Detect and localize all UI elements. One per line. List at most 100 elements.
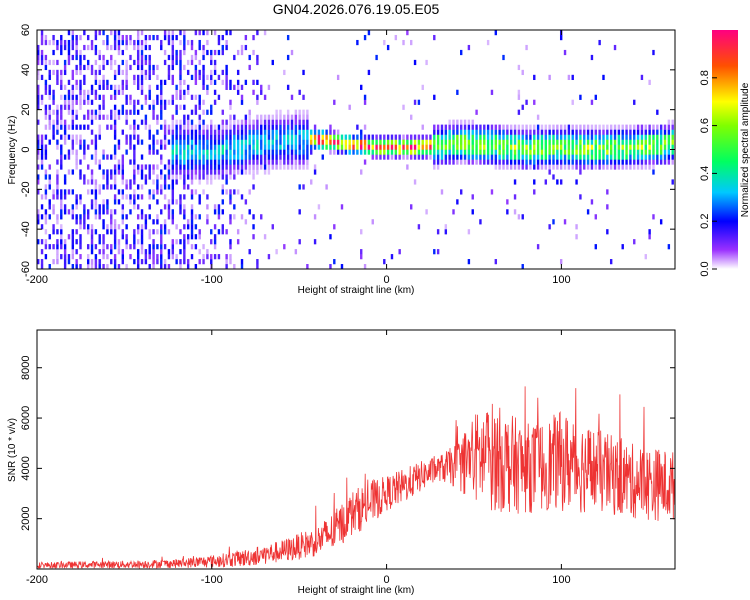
spectrogram-cell <box>536 159 540 165</box>
spectrogram-cell <box>52 59 55 66</box>
spectrogram-cell <box>52 229 55 235</box>
spectrogram-cell <box>83 204 86 210</box>
spectrogram-cell <box>140 194 144 200</box>
spectrogram-cell <box>113 44 117 51</box>
snr-frame <box>36 329 676 570</box>
spectrogram-cell <box>75 44 78 51</box>
spectrogram-cell <box>256 139 259 145</box>
spectrogram-cell <box>233 154 236 160</box>
spectrogram-cell <box>121 109 125 115</box>
spectrogram-cell <box>86 144 90 150</box>
spectrogram-cell <box>144 224 148 230</box>
spectrogram-cell <box>71 209 75 215</box>
spectrogram-cell <box>540 124 544 130</box>
spectrogram-cell <box>563 219 567 225</box>
spectrogram-cell <box>213 99 217 105</box>
spectrogram-cell <box>190 169 194 175</box>
spectrogram-cell <box>144 259 148 265</box>
spectrogram-cell <box>67 79 71 85</box>
spectrogram-cell <box>160 169 163 175</box>
spectrogram-cell <box>667 119 671 125</box>
spectrogram-cell <box>67 104 71 110</box>
spectrogram-cell <box>586 154 590 160</box>
spectrogram-cell <box>40 54 44 61</box>
spectrogram-cell <box>90 109 94 115</box>
spectrogram-cell <box>625 164 628 170</box>
spectrogram-cell <box>594 129 597 135</box>
spectrogram-cell <box>44 124 48 130</box>
spectrogram-cell <box>456 144 459 150</box>
spectrogram-cell <box>656 144 659 150</box>
spectrogram-cell <box>640 124 644 130</box>
spectrogram-cell <box>398 249 401 255</box>
spectrogram-cell <box>129 244 132 250</box>
spectrogram-cell <box>183 169 186 175</box>
spectrogram-cell <box>113 154 117 160</box>
spectrogram-cell <box>113 109 117 115</box>
spectrogram-cell <box>260 89 263 95</box>
spectrogram-cell <box>37 134 40 140</box>
spectrogram-cell <box>252 139 255 145</box>
spectrogram-cell <box>179 134 182 140</box>
spectrogram-cell <box>417 139 421 145</box>
spectrogram-cell <box>163 219 167 225</box>
spectrogram-cell <box>290 49 294 56</box>
spectrogram-cell <box>363 149 367 155</box>
y-tick-label: 0 <box>20 146 32 152</box>
spectrogram-cell <box>406 164 409 170</box>
spectrogram-cell <box>148 164 151 170</box>
spectrogram-cell <box>279 129 282 135</box>
spectrogram-cell <box>48 119 51 125</box>
spectrogram-cell <box>579 154 582 160</box>
spectrogram-cell <box>271 159 274 165</box>
spectrogram-cell <box>133 244 136 250</box>
spectrogram-cell <box>329 149 332 155</box>
spectrogram-cell <box>644 144 647 150</box>
spectrogram-cell <box>544 154 548 160</box>
spectrogram-cell <box>121 214 125 220</box>
spectrogram-cell <box>533 129 536 135</box>
spectrogram-cell <box>548 154 551 160</box>
spectrogram-cell <box>71 254 75 260</box>
spectrogram-cell <box>160 84 163 90</box>
spectrogram-cell <box>398 139 401 145</box>
spectrogram-cell <box>75 114 78 120</box>
spectrogram-cell <box>133 79 136 85</box>
spectrogram-cell <box>636 154 640 160</box>
spectrogram-cell <box>471 134 474 140</box>
spectrogram-cell <box>210 119 213 125</box>
spectrogram-cell <box>190 74 194 81</box>
spectrogram-cell <box>525 139 528 145</box>
spectrogram-cell <box>67 39 71 46</box>
spectrogram-cell <box>156 114 159 120</box>
spectrogram-cell <box>183 204 186 210</box>
spectrogram-cell <box>248 129 251 135</box>
spectrogram-cell <box>598 39 601 46</box>
spectrogram-cell <box>106 224 109 230</box>
spectrogram-cell <box>302 164 305 170</box>
spectrogram-cell <box>167 39 171 46</box>
spectrogram-cell <box>83 89 86 95</box>
spectrogram-cell <box>117 109 121 115</box>
spectrogram-cell <box>263 139 267 145</box>
spectrogram-cell <box>83 224 86 230</box>
spectrogram-cell <box>502 134 505 140</box>
spectrogram-cell <box>171 74 174 81</box>
spectrogram-cell <box>113 134 117 140</box>
spectrogram-cell <box>567 139 571 145</box>
spectrogram-cell <box>294 124 298 130</box>
spectrogram-cell <box>483 149 486 155</box>
spectrogram-cell <box>56 194 59 200</box>
spectrogram-cell <box>433 94 436 100</box>
spectrogram-cell <box>52 189 55 195</box>
spectrogram-cell <box>583 129 586 135</box>
spectrogram-cell <box>671 129 674 135</box>
spectrogram-cell <box>90 89 94 95</box>
spectrogram-cell <box>202 259 205 265</box>
spectrogram-cell <box>406 139 409 145</box>
spectrogram-cell <box>198 30 201 36</box>
spectrogram-cell <box>529 129 532 135</box>
spectrogram-cell <box>175 84 178 90</box>
spectrogram-cell <box>75 219 78 225</box>
spectrogram-cell <box>202 164 205 170</box>
